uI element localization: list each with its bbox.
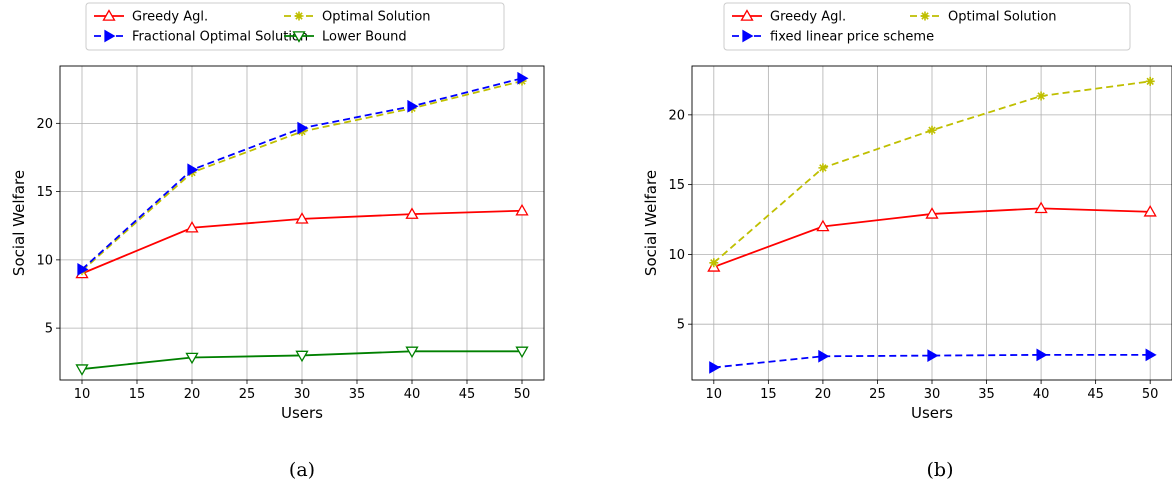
- data-point: [405, 346, 419, 359]
- y-tick-label: 20: [36, 117, 53, 132]
- x-tick-label: 40: [404, 387, 421, 402]
- legend: Greedy Agl. Optimal Solution fixed linear …: [723, 2, 1131, 51]
- data-point: [1034, 201, 1048, 214]
- legend-label: Greedy Agl.: [770, 10, 846, 25]
- legend-marker: [102, 9, 116, 21]
- data-point: [515, 346, 529, 359]
- legend: Greedy Agl. Optimal Solution Fractional Op…: [85, 2, 505, 51]
- x-tick-label: 50: [514, 387, 531, 402]
- data-point: [407, 99, 419, 113]
- y-tick-label: 5: [45, 322, 53, 337]
- series-line: [713, 80, 1151, 264]
- y-tick-label: 10: [668, 248, 685, 263]
- legend-marker: [742, 29, 754, 43]
- series-2: [709, 76, 1155, 268]
- panel-caption: (b): [927, 459, 954, 481]
- data-point: [927, 125, 937, 135]
- data-point: [185, 220, 199, 233]
- y-tick-label: 10: [36, 253, 53, 268]
- x-tick-label: 15: [129, 387, 146, 402]
- x-tick-label: 50: [1142, 387, 1159, 402]
- data-point: [1036, 91, 1046, 101]
- x-axis-label: Users: [281, 404, 323, 422]
- data-point: [1145, 76, 1155, 86]
- x-tick-label: 30: [924, 387, 941, 402]
- series-4: [75, 346, 529, 376]
- plot-frame: [59, 65, 545, 381]
- x-tick-label: 20: [184, 387, 201, 402]
- legend-box: [85, 2, 505, 51]
- data-point: [709, 258, 719, 268]
- legend-marker: [104, 29, 116, 43]
- legend-label: Lower Bound: [322, 30, 407, 45]
- y-tick-label: 15: [36, 185, 53, 200]
- data-point: [818, 349, 830, 363]
- plot-frame: [691, 65, 1172, 381]
- series-3: [709, 348, 1157, 374]
- data-point: [187, 163, 199, 177]
- x-tick-label: 15: [760, 387, 777, 402]
- data-point: [515, 203, 529, 216]
- data-point: [709, 361, 721, 374]
- y-tick-label: 5: [677, 318, 685, 333]
- x-tick-label: 10: [74, 387, 91, 402]
- x-tick-label: 40: [1033, 387, 1050, 402]
- series-3: [77, 71, 529, 276]
- data-point: [185, 352, 199, 365]
- legend-label: Fractional Optimal Solution: [132, 30, 308, 45]
- data-point: [925, 207, 939, 219]
- x-tick-label: 35: [978, 387, 995, 402]
- legend-label: fixed linear price scheme: [770, 30, 934, 45]
- legend-marker: [294, 11, 304, 21]
- data-point: [75, 364, 89, 376]
- series-line: [713, 353, 1151, 369]
- data-point: [818, 163, 828, 173]
- legend-box: [723, 2, 1131, 51]
- y-tick-label: 15: [668, 178, 685, 193]
- x-tick-label: 30: [294, 387, 311, 402]
- legend-label: Greedy Agl.: [132, 10, 208, 25]
- y-tick-label: 20: [668, 108, 685, 123]
- data-point: [77, 263, 89, 276]
- data-point: [295, 350, 309, 363]
- data-point: [297, 121, 309, 135]
- data-point: [816, 219, 830, 232]
- legend-marker: [920, 11, 930, 21]
- panel-caption: (a): [289, 459, 315, 481]
- legend-label: Optimal Solution: [322, 10, 431, 25]
- data-point: [1145, 348, 1157, 362]
- x-tick-label: 10: [706, 387, 723, 402]
- chart-panel-2: 10 15 20 25 30 35 40 45 50 5 10 15 20 Users Social Wel…: [642, 2, 1172, 481]
- data-point: [1036, 348, 1048, 362]
- x-tick-label: 35: [349, 387, 366, 402]
- x-tick-label: 25: [869, 387, 886, 402]
- data-point: [517, 71, 529, 85]
- chart-panel-1: 10 15 20 25 30 35 40 45 50 5 10 15 20 Users Social Wel…: [10, 2, 545, 481]
- x-axis-label: Users: [911, 404, 953, 422]
- data-point: [405, 207, 419, 219]
- y-axis-label: Social Welfare: [642, 170, 660, 276]
- x-tick-label: 45: [1087, 387, 1104, 402]
- data-point: [295, 212, 309, 224]
- x-tick-label: 45: [459, 387, 476, 402]
- y-axis-label: Social Welfare: [10, 170, 28, 276]
- data-point: [1143, 205, 1157, 217]
- legend-label: Optimal Solution: [948, 10, 1057, 25]
- x-tick-label: 20: [815, 387, 832, 402]
- x-tick-label: 25: [239, 387, 256, 402]
- legend-marker: [292, 31, 306, 43]
- legend-marker: [740, 9, 754, 21]
- data-point: [927, 349, 939, 362]
